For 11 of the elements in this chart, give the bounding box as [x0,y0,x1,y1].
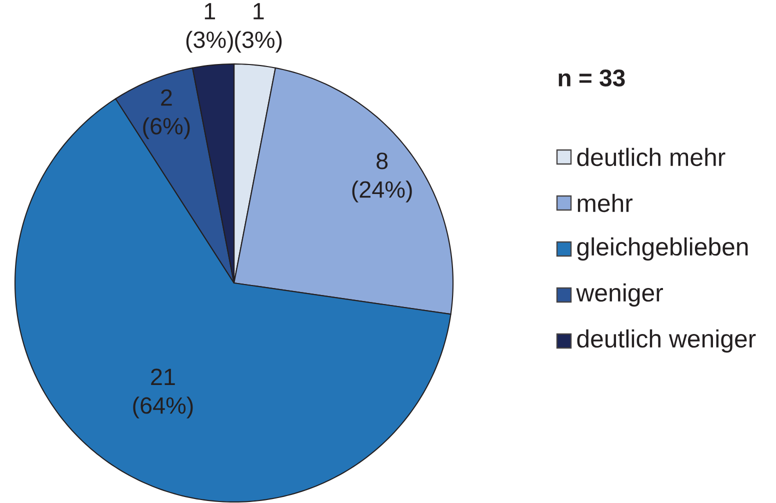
legend-label: mehr [578,194,633,212]
data-label: 2 (6%) [143,89,190,140]
data-label: 21 (64%) [133,368,193,418]
legend-label: deutlich weniger [577,329,756,353]
legend-label: gleichgeblieben [577,237,748,261]
text: n = 33 [558,70,625,86]
data-label: 8 (24%) [352,152,412,202]
data-label: 1 (3%) [235,3,282,53]
legend-label: deutlich mehr [577,148,726,166]
data-label: 1 (3%) [186,3,233,53]
legend-label: weniger [576,283,663,307]
